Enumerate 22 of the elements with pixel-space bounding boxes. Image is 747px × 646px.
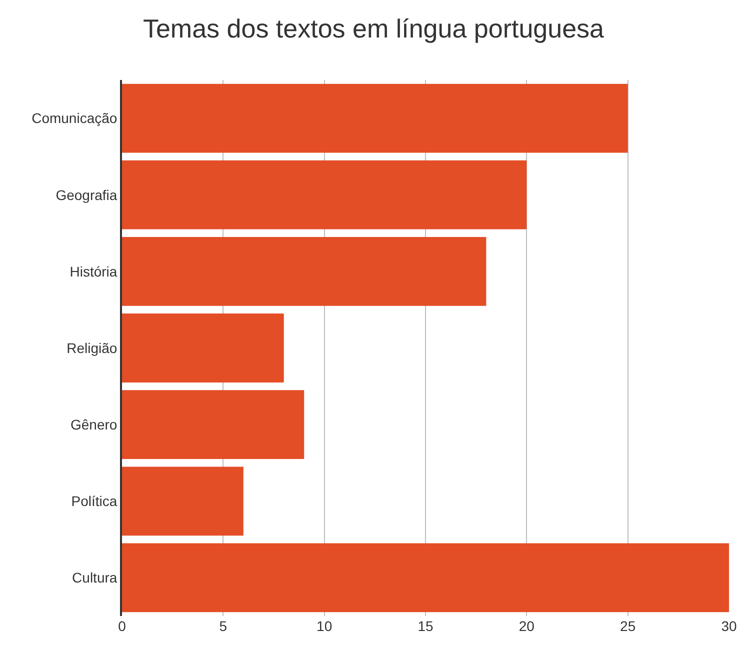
bar <box>122 236 486 306</box>
bar <box>122 160 527 230</box>
bar <box>122 390 304 460</box>
y-tick-label: Cultura <box>72 570 118 586</box>
x-tick-label: 0 <box>118 618 126 634</box>
chart-title: Temas dos textos em língua portuguesa <box>142 14 605 44</box>
x-tick-label: 15 <box>418 618 434 634</box>
bar <box>122 314 284 382</box>
bar <box>122 543 729 612</box>
y-tick-label: História <box>70 263 118 280</box>
y-tick-label: Religião <box>66 340 118 356</box>
x-tick-label: 10 <box>316 618 332 634</box>
y-tick-label: Comunicação <box>32 110 118 126</box>
y-tick-label: Geografia <box>56 186 118 203</box>
y-tick-label: Política <box>71 493 118 510</box>
y-tick-label: Gênero <box>70 416 118 432</box>
bar <box>122 84 628 153</box>
x-tick-label: 5 <box>219 618 228 634</box>
x-tick-label: 25 <box>620 618 636 634</box>
bar <box>122 466 244 536</box>
x-tick-label: 30 <box>721 618 737 634</box>
x-tick-label: 20 <box>518 618 535 634</box>
